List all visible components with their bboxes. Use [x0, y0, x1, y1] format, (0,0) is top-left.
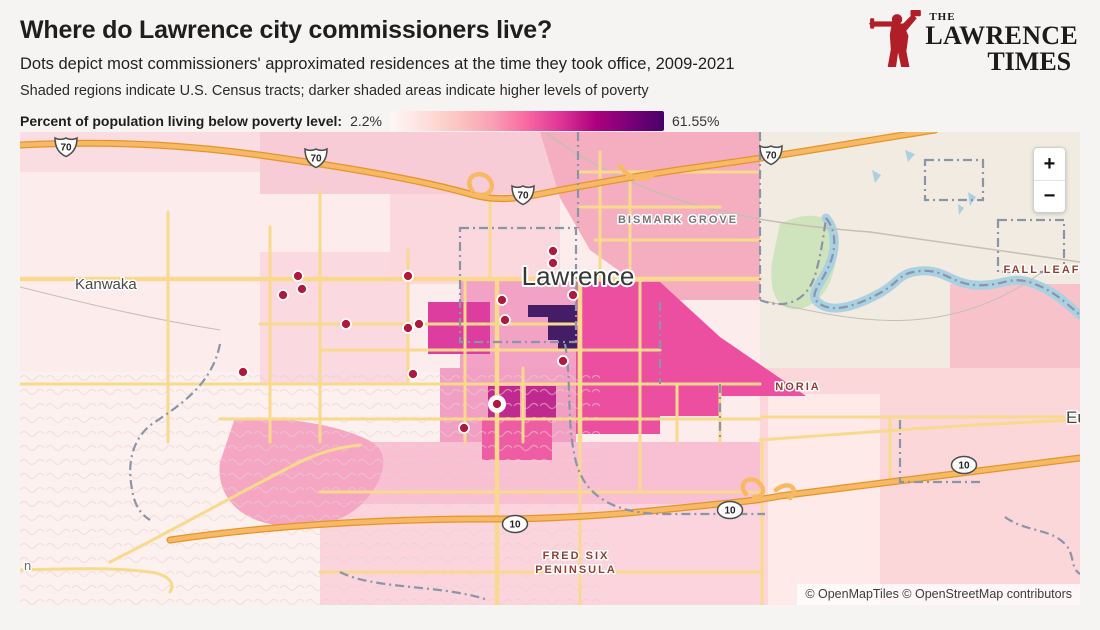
svg-text:70: 70 — [517, 191, 529, 202]
commissioner-dot[interactable] — [458, 422, 470, 434]
commissioner-dot[interactable] — [547, 257, 559, 269]
lawrence-times-logo: THE LAWRENCE TIMES — [868, 10, 1078, 75]
map-label-fred-six-line2: PENINSULA — [535, 564, 617, 576]
john-brown-figure-icon — [869, 10, 922, 67]
commissioner-dot[interactable] — [237, 366, 249, 378]
tract-boundaries-layer — [129, 132, 1080, 602]
map-label-bismark-grove: BISMARK GROVE — [618, 214, 738, 226]
interstate-shield: 70 — [54, 136, 78, 158]
logo-name: LAWRENCE — [925, 21, 1078, 50]
poverty-gradient-bar — [389, 111, 664, 131]
state-highway-shield: 10 — [950, 455, 978, 475]
commissioner-dot[interactable] — [277, 289, 289, 301]
state-highway-shield: 10 — [716, 500, 744, 520]
svg-text:10: 10 — [509, 520, 521, 531]
zoom-in-button[interactable]: + — [1034, 148, 1065, 180]
commissioner-dot[interactable] — [499, 314, 511, 326]
commissioner-dot[interactable] — [340, 318, 352, 330]
header: Where do Lawrence city commissioners liv… — [0, 0, 1100, 132]
svg-text:70: 70 — [310, 154, 322, 165]
svg-text:10: 10 — [724, 506, 736, 517]
map-label-noria: NORIA — [775, 381, 820, 393]
svg-text:10: 10 — [958, 461, 970, 472]
map-canvas[interactable]: 70 70 70 70 10 10 10 Kanwaka Lawrence BISMARK GRO… — [20, 132, 1080, 605]
logo-the: THE — [929, 11, 956, 23]
legend-min-value: 2.2% — [350, 113, 382, 129]
legend-max-value: 61.55% — [671, 113, 720, 129]
map-label-eudora-partial: Eu — [1066, 408, 1080, 427]
svg-text:70: 70 — [60, 143, 72, 154]
map-label-lawrence: Lawrence — [522, 261, 635, 291]
legend-label: Percent of population living below pover… — [20, 113, 343, 129]
commissioner-dot[interactable] — [413, 318, 425, 330]
commissioner-dot[interactable] — [292, 270, 304, 282]
map-label-road-name-partial: n — [24, 558, 31, 573]
roads-layer — [20, 132, 1080, 605]
state-highway-shield: 10 — [501, 514, 529, 534]
commissioner-dot[interactable] — [402, 270, 414, 282]
logo-times: TIMES — [987, 47, 1072, 76]
map-container: 70 70 70 70 10 10 10 Kanwaka Lawrence BISMARK GRO… — [20, 132, 1080, 605]
map-attribution[interactable]: © OpenMapTiles © OpenStreetMap contribut… — [797, 584, 1080, 605]
census-tracts-layer — [20, 132, 1080, 605]
interstate-shield: 70 — [511, 184, 535, 206]
commissioner-dot[interactable] — [547, 245, 559, 257]
svg-text:70: 70 — [765, 151, 777, 162]
commissioner-dot[interactable] — [567, 289, 579, 301]
commissioner-dot[interactable] — [496, 294, 508, 306]
map-zoom-control: + − — [1033, 147, 1066, 213]
page-title: Where do Lawrence city commissioners liv… — [20, 16, 553, 44]
commissioner-dot[interactable] — [488, 395, 506, 413]
map-label-kanwaka: Kanwaka — [75, 276, 137, 293]
commissioner-dot[interactable] — [296, 283, 308, 295]
interstate-shield: 70 — [304, 147, 328, 169]
poverty-legend: Percent of population living below pover… — [20, 110, 1080, 132]
map-label-fall-leaf: FALL LEAF — [1003, 264, 1080, 276]
census-note: Shaded regions indicate U.S. Census trac… — [20, 83, 649, 99]
zoom-out-button[interactable]: − — [1034, 180, 1065, 212]
interstate-shield: 70 — [759, 144, 783, 166]
commissioner-dot[interactable] — [402, 322, 414, 334]
commissioner-dot[interactable] — [407, 368, 419, 380]
subtitle: Dots depict most commissioners' approxim… — [20, 55, 735, 73]
commissioner-dot[interactable] — [557, 355, 569, 367]
map-label-fred-six-line1: FRED SIX — [543, 550, 610, 562]
